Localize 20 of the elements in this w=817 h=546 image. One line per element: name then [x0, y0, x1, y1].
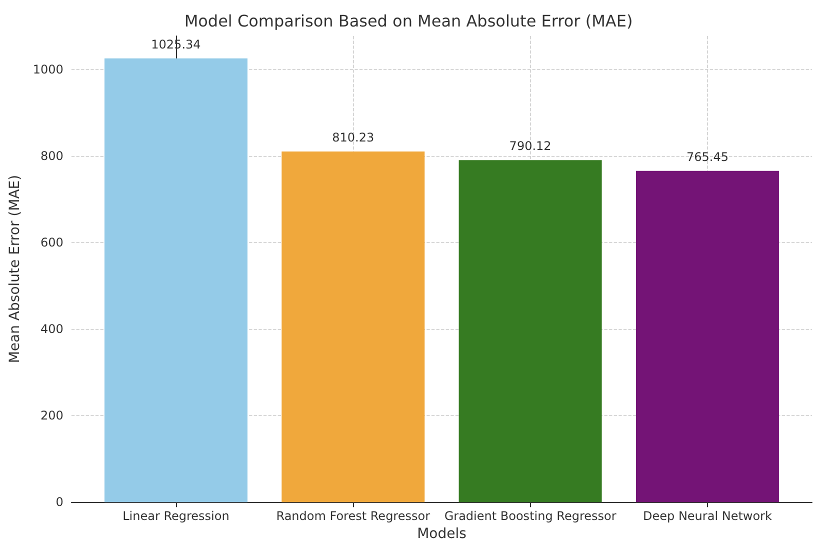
x-tick-label: Linear Regression: [122, 509, 230, 524]
x-tick-label: Deep Neural Network: [642, 509, 772, 524]
y-tick-label: 1000: [32, 62, 64, 76]
data-label: 790.12: [509, 139, 552, 154]
y-tick-label: 200: [40, 408, 64, 423]
y-axis-title: Mean Absolute Error (MAE): [7, 174, 23, 364]
y-tick-label: 800: [40, 148, 64, 163]
y-tick-label: 600: [40, 235, 64, 250]
x-tick-label: Random Forest Regressor: [276, 509, 430, 524]
x-axis-title: Models: [417, 526, 466, 542]
bar: [282, 151, 425, 502]
bar: [104, 58, 248, 502]
bar: [636, 170, 779, 502]
bar: [458, 160, 602, 502]
data-label: 765.45: [686, 150, 728, 164]
chart-title: Model Comparison Based on Mean Absolute Error (MAE): [184, 12, 633, 30]
y-tick-label: 400: [40, 322, 64, 336]
data-label: 810.23: [332, 130, 374, 144]
y-tick-label: 0: [56, 495, 64, 510]
x-tick-label: Gradient Boosting Regressor: [444, 509, 616, 524]
